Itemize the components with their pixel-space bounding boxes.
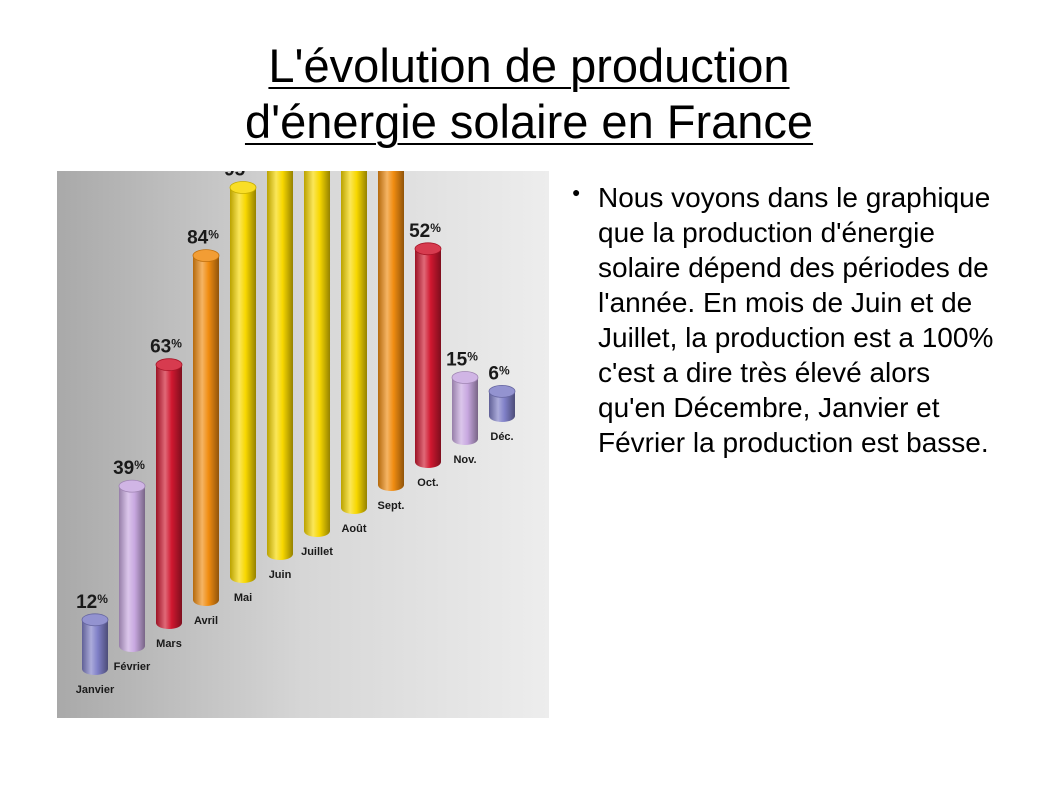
category-label-1: Janvier (76, 684, 115, 696)
slide-title-line-2: d'énergie solaire en France (244, 95, 814, 148)
bar-10 (415, 248, 441, 468)
bar-cap-3 (155, 358, 183, 372)
description-text: Nous voyons dans le graphique que la pro… (598, 182, 994, 458)
bar-7 (304, 171, 330, 537)
category-label-3: Mars (156, 638, 182, 650)
category-label-8: Août (341, 523, 366, 535)
slide-title: L'évolution de production d'énergie sola… (0, 38, 1058, 150)
bar-3 (156, 364, 182, 629)
bar-2 (119, 486, 145, 652)
bar-1 (82, 619, 108, 675)
bar-cap-5 (229, 181, 257, 194)
chart-svg: 12%Janvier39%Février63%Mars84%Avril95%Ma… (57, 171, 549, 718)
category-label-10: Oct. (417, 477, 438, 489)
bar-cap-2 (118, 479, 146, 493)
description-block: ● Nous voyons dans le graphique que la p… (572, 180, 998, 460)
slide-title-line-1: L'évolution de production (268, 39, 790, 92)
bar-cap-11 (451, 371, 479, 384)
solar-production-chart: 12%Janvier39%Février63%Mars84%Avril95%Ma… (57, 171, 549, 718)
bar-6 (267, 171, 293, 560)
category-label-5: Mai (234, 592, 252, 604)
category-label-4: Avril (194, 615, 218, 627)
bar-cap-10 (414, 242, 442, 256)
bar-4 (193, 255, 219, 606)
bar-8 (341, 171, 367, 514)
category-label-11: Nov. (453, 454, 476, 466)
bullet-icon: ● (572, 184, 581, 200)
category-label-2: Février (114, 661, 151, 673)
category-label-9: Sept. (378, 500, 405, 512)
category-label-12: Déc. (490, 431, 513, 443)
bar-12 (489, 391, 515, 422)
bar-cap-1 (81, 613, 109, 627)
bar-11 (452, 377, 478, 445)
bar-cap-12 (488, 384, 516, 398)
value-label-5: 95% (224, 171, 256, 181)
bar-9 (378, 171, 404, 491)
category-label-7: Juillet (301, 546, 333, 558)
bar-5 (230, 187, 256, 583)
category-label-6: Juin (269, 569, 292, 581)
bar-cap-4 (192, 249, 220, 262)
